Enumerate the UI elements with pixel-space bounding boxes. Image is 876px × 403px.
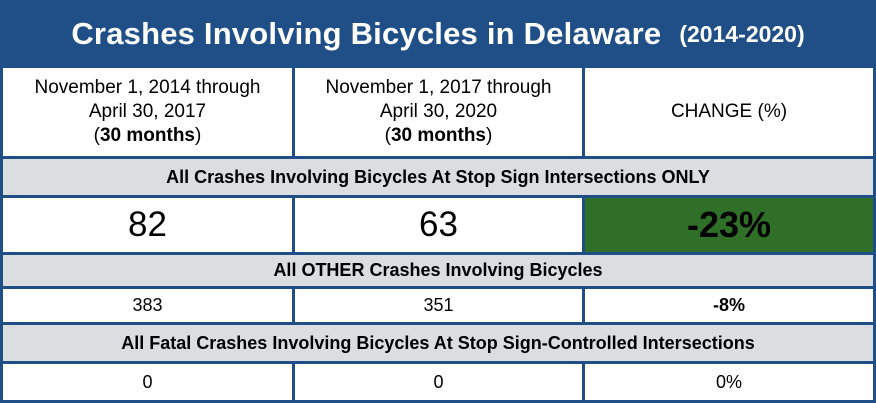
column-header-line: November 1, 2014 through [34, 77, 261, 98]
column-header-period-2: November 1, 2017 through April 30, 2020 … [295, 68, 582, 156]
column-header-months: (30 months) [93, 125, 202, 146]
title-main: Crashes Involving Bicycles in Delaware [71, 16, 662, 51]
change-cell-highlight: -23% [585, 198, 873, 252]
section-heading-other: All OTHER Crashes Involving Bicycles [3, 255, 873, 286]
section-heading-stop-sign: All Crashes Involving Bicycles At Stop S… [3, 159, 873, 195]
value-cell: 0 [3, 364, 292, 400]
column-header-months: (30 months) [384, 125, 493, 146]
column-header-line: November 1, 2017 through [325, 77, 552, 98]
section-heading-fatal: All Fatal Crashes Involving Bicycles At … [3, 325, 873, 361]
column-header-line: CHANGE (%) [670, 101, 788, 122]
value-cell: 0 [295, 364, 582, 400]
change-cell: 0% [585, 364, 873, 400]
value-cell: 383 [3, 289, 292, 322]
chart-title: Crashes Involving Bicycles in Delaware (… [0, 0, 876, 68]
value-cell: 351 [295, 289, 582, 322]
column-header-change: CHANGE (%) [585, 68, 873, 156]
column-header-line: April 30, 2017 [88, 101, 207, 122]
value-cell: 82 [3, 198, 292, 252]
change-cell: -8% [585, 289, 873, 322]
title-subtitle: (2014-2020) [679, 20, 805, 47]
value-cell: 63 [295, 198, 582, 252]
column-header-period-1: November 1, 2014 through April 30, 2017 … [3, 68, 292, 156]
column-header-line: April 30, 2020 [379, 101, 498, 122]
